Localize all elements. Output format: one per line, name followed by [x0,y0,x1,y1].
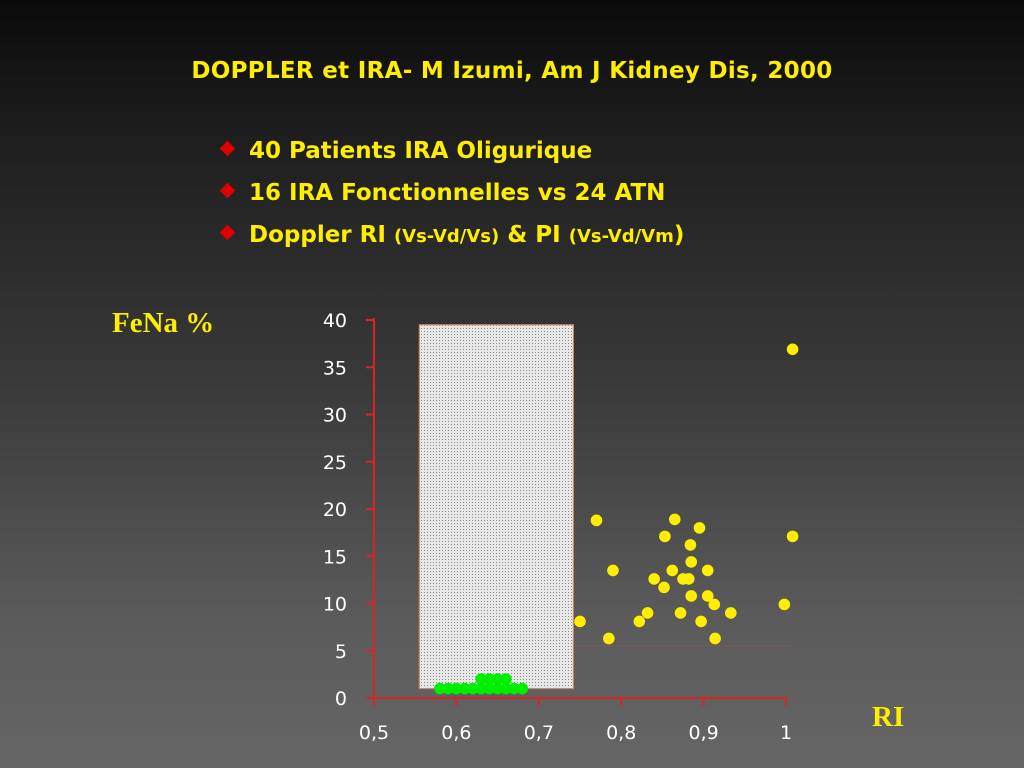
highlight-region [418,324,575,690]
data-points [434,343,799,695]
atn-data-point [724,607,737,619]
functional-data-point [475,673,487,685]
slide-title: DOPPLER et IRA- M Izumi, Am J Kidney Dis… [191,58,833,84]
bullet-text: & PI [499,222,569,248]
functional-data-point [434,682,446,695]
functional-data-point [467,682,479,695]
bullet-formula: (Vs-Vd/Vm [568,226,674,247]
atn-data-point [786,530,799,543]
functional-data-point [500,682,512,695]
atn-data-point [641,607,654,619]
atn-data-point [701,590,714,602]
axes: 0 5 10 15 20 25 30 35 40 0,5 0,6 0,7 0,8 0,9 1 [323,310,792,744]
x-axis-label: RI [872,701,905,733]
y-tick-label: 20 [323,499,347,521]
atn-data-point [607,564,619,577]
x-tick-label: 0,7 [524,722,554,744]
y-tick-label: 15 [323,546,347,568]
atn-data-point [682,573,695,585]
y-tick-label: 35 [323,357,347,379]
bullet-item: 16 IRA Fonctionnelles vs 24 ATN [218,175,684,217]
functional-data-point [450,682,463,695]
atn-data-point [674,607,687,619]
x-tick-label: 0,5 [359,722,389,744]
atn-data-point [685,590,698,602]
functional-data-point [483,673,496,685]
bullet-formula: (Vs-Vd/Vs) [393,226,500,247]
functional-data-point [483,682,496,695]
atn-data-point [709,632,721,645]
functional-data-point [475,682,487,695]
functional-data-point [516,682,529,695]
y-tick-label: 0 [335,688,347,710]
x-tick-label: 0,9 [688,722,718,744]
reference-layer [418,324,794,690]
atn-data-point [693,522,706,534]
y-tick-label: 25 [323,452,347,474]
atn-data-point [574,615,586,628]
functional-data-point [508,682,520,695]
x-tick-label: 0,8 [606,722,636,744]
functional-data-point [458,682,471,695]
atn-data-point [648,573,660,585]
atn-data-point [778,598,791,611]
atn-data-point [786,343,799,356]
y-tick-label: 30 [323,405,347,427]
functional-data-point [491,673,504,685]
atn-data-point [633,615,646,628]
x-tick-label: 0,6 [441,722,471,744]
atn-data-point [668,513,681,526]
functional-data-point [500,673,512,685]
atn-data-point [685,556,698,568]
functional-data-point [442,682,454,695]
atn-data-point [695,615,707,628]
functional-data-point [491,682,504,695]
bullet-text: 16 IRA Fonctionnelles vs 24 ATN [249,180,666,206]
atn-data-point [658,581,670,594]
y-tick-label: 40 [323,310,347,332]
atn-data-point [590,514,603,527]
x-tick-label: 1 [780,722,792,744]
bullet-text: Doppler RI [249,222,394,248]
bullet-text: 40 Patients IRA Oligurique [249,138,593,164]
bullet-item: Doppler RI (Vs-Vd/Vs) & PI (Vs-Vd/Vm) [218,217,684,259]
y-tick-label: 10 [323,594,347,616]
atn-data-point [659,530,671,543]
atn-data-point [666,564,679,577]
bullet-text: ) [673,222,685,248]
atn-data-point [708,598,721,611]
bullet-list: 40 Patients IRA Oligurique 16 IRA Foncti… [218,133,684,259]
atn-data-point [603,632,615,645]
atn-data-point [684,539,697,551]
y-tick-label: 5 [335,641,347,663]
y-axis-label: FeNa % [112,307,215,339]
bullet-item: 40 Patients IRA Oligurique [218,133,684,175]
atn-data-point [701,564,714,577]
